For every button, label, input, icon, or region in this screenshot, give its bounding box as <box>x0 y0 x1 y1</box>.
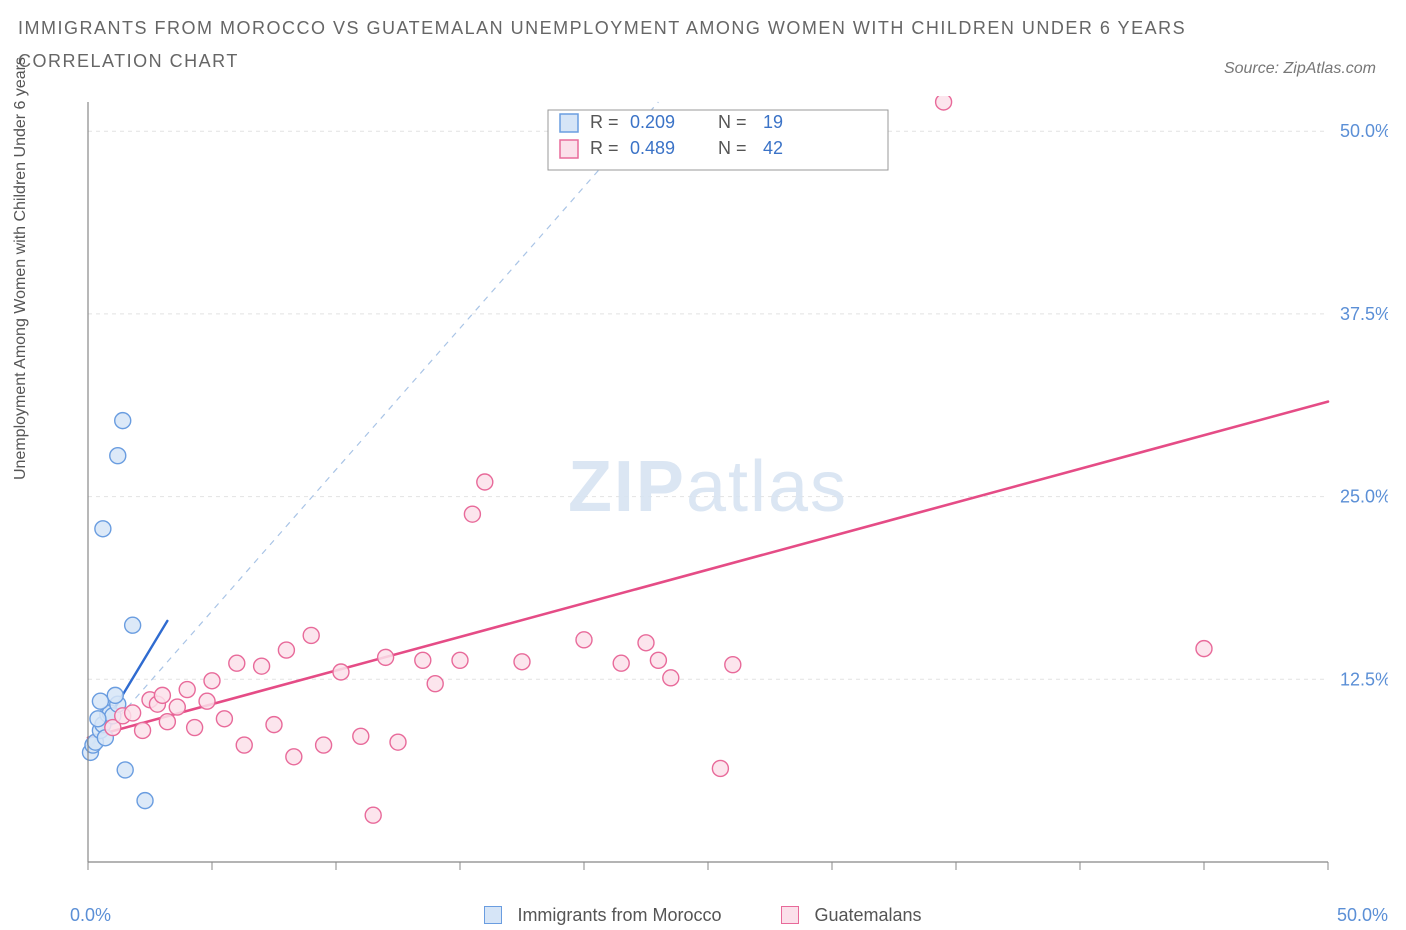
data-point-guatemalans <box>464 506 480 522</box>
data-point-morocco <box>110 448 126 464</box>
top-legend-r-label: R = <box>590 138 619 158</box>
top-legend-n-value: 42 <box>763 138 783 158</box>
diagonal-reference-line <box>88 102 658 752</box>
data-point-guatemalans <box>936 96 952 110</box>
chart-title-line1: IMMIGRANTS FROM MOROCCO VS GUATEMALAN UN… <box>18 18 1406 39</box>
data-point-guatemalans <box>576 632 592 648</box>
data-point-guatemalans <box>316 737 332 753</box>
top-legend-r-value: 0.209 <box>630 112 675 132</box>
legend-item-guatemalans: Guatemalans <box>781 905 921 926</box>
data-point-guatemalans <box>427 676 443 692</box>
data-point-guatemalans <box>236 737 252 753</box>
data-point-morocco <box>90 711 106 727</box>
data-point-guatemalans <box>613 655 629 671</box>
bottom-legend: Immigrants from Morocco Guatemalans <box>0 905 1406 926</box>
data-point-guatemalans <box>712 760 728 776</box>
data-point-guatemalans <box>638 635 654 651</box>
source-attribution: Source: ZipAtlas.com <box>1224 60 1376 78</box>
data-point-guatemalans <box>278 642 294 658</box>
data-point-guatemalans <box>286 749 302 765</box>
data-point-morocco <box>137 793 153 809</box>
data-point-guatemalans <box>1196 641 1212 657</box>
data-point-guatemalans <box>303 627 319 643</box>
data-point-morocco <box>95 521 111 537</box>
legend-item-morocco: Immigrants from Morocco <box>484 905 721 926</box>
x-axis-end-label: 50.0% <box>1337 905 1388 926</box>
data-point-guatemalans <box>725 657 741 673</box>
y-tick-label: 37.5% <box>1340 304 1388 324</box>
data-point-guatemalans <box>135 722 151 738</box>
top-legend-n-label: N = <box>718 112 747 132</box>
watermark: ZIPatlas <box>568 447 848 527</box>
data-point-guatemalans <box>452 652 468 668</box>
data-point-morocco <box>115 413 131 429</box>
y-axis-label: Unemployment Among Women with Children U… <box>12 57 30 480</box>
data-point-guatemalans <box>179 682 195 698</box>
chart-svg: 12.5% 25.0% 37.5% 50.0% ZIPatlas R = 0.209 N = 1… <box>58 96 1388 896</box>
top-legend-r-value: 0.489 <box>630 138 675 158</box>
correlation-scatter-chart: 12.5% 25.0% 37.5% 50.0% ZIPatlas R = 0.209 N = 1… <box>58 96 1388 896</box>
data-point-guatemalans <box>266 717 282 733</box>
data-point-guatemalans <box>415 652 431 668</box>
data-point-guatemalans <box>187 720 203 736</box>
data-point-guatemalans <box>663 670 679 686</box>
chart-title-line2: CORRELATION CHART <box>18 51 1406 72</box>
data-point-morocco <box>92 693 108 709</box>
data-point-guatemalans <box>169 699 185 715</box>
y-tick-label: 12.5% <box>1340 669 1388 689</box>
top-legend-n-value: 19 <box>763 112 783 132</box>
data-point-guatemalans <box>650 652 666 668</box>
data-point-guatemalans <box>125 705 141 721</box>
data-point-guatemalans <box>159 714 175 730</box>
data-point-guatemalans <box>390 734 406 750</box>
data-point-guatemalans <box>229 655 245 671</box>
legend-swatch-guatemalans <box>781 906 799 924</box>
data-point-guatemalans <box>514 654 530 670</box>
y-tick-label: 25.0% <box>1340 487 1388 507</box>
legend-swatch-morocco <box>484 906 502 924</box>
data-point-guatemalans <box>378 649 394 665</box>
top-legend-swatch <box>560 114 578 132</box>
legend-label-morocco: Immigrants from Morocco <box>517 905 721 925</box>
y-tick-label: 50.0% <box>1340 121 1388 141</box>
data-point-morocco <box>125 617 141 633</box>
data-point-guatemalans <box>365 807 381 823</box>
data-point-guatemalans <box>333 664 349 680</box>
top-legend-n-label: N = <box>718 138 747 158</box>
data-point-guatemalans <box>353 728 369 744</box>
data-point-morocco <box>107 687 123 703</box>
data-point-guatemalans <box>204 673 220 689</box>
data-point-morocco <box>117 762 133 778</box>
top-legend-r-label: R = <box>590 112 619 132</box>
data-point-guatemalans <box>477 474 493 490</box>
top-legend-swatch <box>560 140 578 158</box>
data-point-guatemalans <box>154 687 170 703</box>
data-point-guatemalans <box>216 711 232 727</box>
legend-label-guatemalans: Guatemalans <box>815 905 922 925</box>
data-point-guatemalans <box>254 658 270 674</box>
data-point-guatemalans <box>199 693 215 709</box>
